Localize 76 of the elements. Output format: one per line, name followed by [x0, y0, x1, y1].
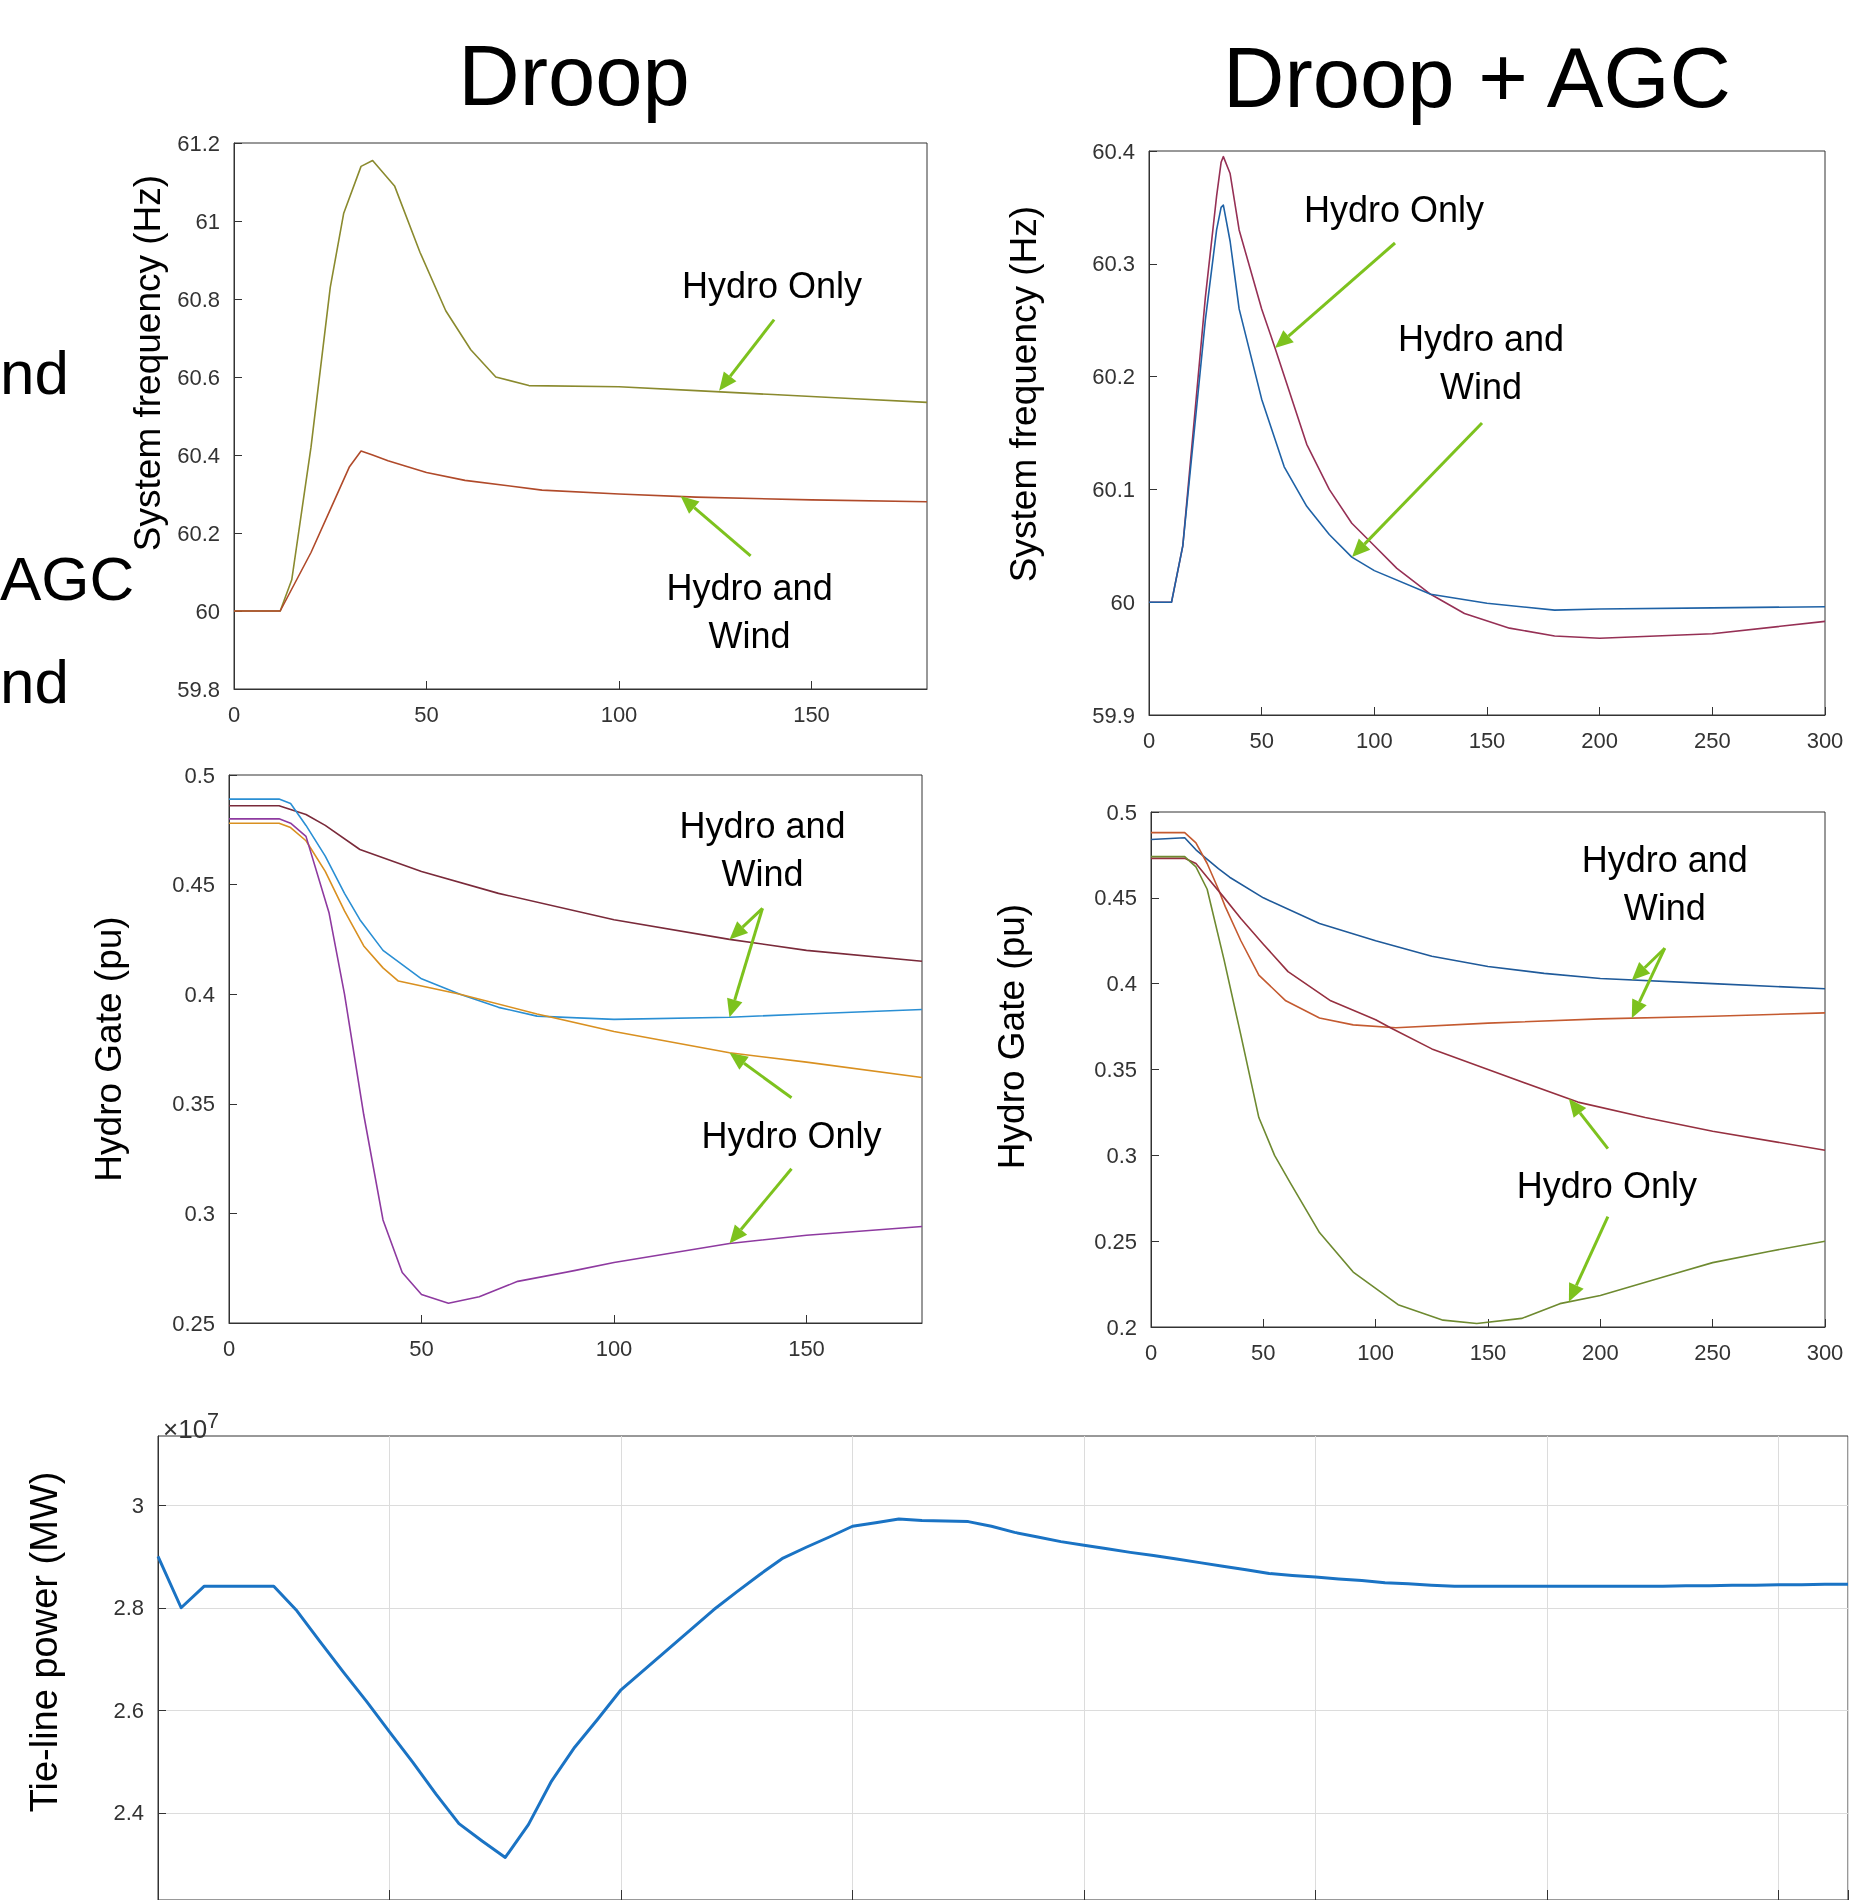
line-series [228, 804, 923, 963]
line-series [228, 798, 923, 1021]
x-tick-label: 0 [1144, 1339, 1158, 1365]
annotation: Hydro and Wind [1581, 838, 1748, 928]
y-tick-label: 60.2 [1092, 364, 1135, 390]
y-tick-label: 0.3 [184, 1200, 215, 1226]
x-tick-label: 100 [1357, 1339, 1395, 1365]
text: nd [0, 336, 69, 409]
y-tick-label: 60.4 [1092, 138, 1135, 164]
x-tick-label: 0 [227, 701, 241, 727]
y-tick-label: 61.2 [177, 130, 220, 156]
x-tick-label: 100 [1355, 727, 1393, 753]
x-tick-label: 200 [1581, 1339, 1619, 1365]
y-tick-label: 2.8 [113, 1595, 144, 1621]
x-tick-label: 100 [600, 701, 638, 727]
y-tick-label: 59.8 [177, 676, 220, 702]
annotation: Hydro Only [701, 1115, 882, 1157]
chart-title: Droop + AGC [1223, 30, 1731, 125]
y-axis-title: Tie-line power (MW) [23, 1471, 65, 1813]
y-tick-label: 0.45 [172, 872, 215, 898]
y-axis-title: Hydro Gate (pu) [88, 916, 129, 1182]
line-series [233, 450, 928, 612]
y-tick-label: 0.4 [1106, 971, 1137, 997]
y-tick-label: 60.3 [1092, 251, 1135, 277]
annotation: Hydro Only [1516, 1165, 1697, 1207]
x-tick-label: 150 [793, 701, 830, 727]
y-tick-label: 0.2 [1106, 1314, 1137, 1340]
line-series [156, 1517, 1850, 1859]
y-tick-label: 0.35 [1094, 1057, 1137, 1082]
y-tick-label: 0.25 [172, 1310, 215, 1336]
x-tick-label: 150 [1468, 727, 1506, 753]
annotation: Hydro Only [682, 265, 863, 307]
x-tick-label: 100 [595, 1335, 633, 1361]
annotation: Hydro and Wind [1397, 317, 1565, 409]
annotation: Hydro Only [1303, 188, 1485, 232]
y-tick-label: 60.4 [177, 442, 220, 468]
y-tick-label: 0.5 [184, 762, 215, 788]
y-tick-label: 60.1 [1092, 476, 1135, 502]
x-tick-label: 50 [414, 701, 439, 727]
x-tick-label: 50 [1249, 727, 1274, 753]
y-axis-title: Hydro Gate (pu) [991, 903, 1032, 1170]
x-tick-label: 150 [1469, 1339, 1507, 1365]
x-tick-label: 300 [1806, 1339, 1844, 1365]
x-tick-label: 0 [222, 1335, 236, 1361]
y-tick-label: 0.35 [172, 1091, 215, 1117]
y-tick-label: 2.4 [113, 1800, 144, 1826]
y-tick-label: 60.6 [177, 364, 220, 390]
x-tick-label: 150 [788, 1335, 825, 1361]
y-tick-label: 60 [195, 598, 220, 624]
y-tick-label: 0.25 [1094, 1228, 1137, 1254]
y-tick-label: 3 [131, 1492, 144, 1518]
y-tick-label: 0.5 [1106, 799, 1137, 825]
x-tick-label: 250 [1694, 1339, 1732, 1365]
y-tick-label: 0.4 [184, 981, 215, 1007]
x-tick-label: 50 [409, 1335, 434, 1361]
annotation: Hydro and Wind [666, 567, 833, 657]
y-tick-label: 61 [195, 208, 220, 234]
x-tick-label: 50 [1251, 1339, 1276, 1365]
y-tick-label: 60.2 [177, 520, 220, 546]
y-tick-label: 60.8 [177, 286, 220, 312]
x-tick-label: 300 [1806, 727, 1844, 753]
line-series [1150, 831, 1826, 1029]
x-tick-label: 200 [1581, 727, 1619, 753]
annotation: ×10$^{7}$ [163, 1408, 220, 1445]
y-tick-label: 60 [1110, 589, 1135, 615]
text: nd [0, 645, 69, 718]
y-tick-label: 0.45 [1094, 885, 1137, 911]
y-tick-label: 0.3 [1106, 1142, 1137, 1168]
y-axis-title: System frequency (Hz) [1003, 205, 1044, 583]
chart-title: Droop [458, 28, 690, 123]
x-tick-label: 0 [1142, 727, 1156, 753]
line-series [1150, 836, 1826, 990]
y-tick-label: 2.6 [113, 1697, 144, 1723]
x-tick-label: 250 [1693, 727, 1731, 753]
annotation: Hydro and Wind [679, 804, 846, 894]
y-tick-label: 59.9 [1092, 702, 1135, 728]
